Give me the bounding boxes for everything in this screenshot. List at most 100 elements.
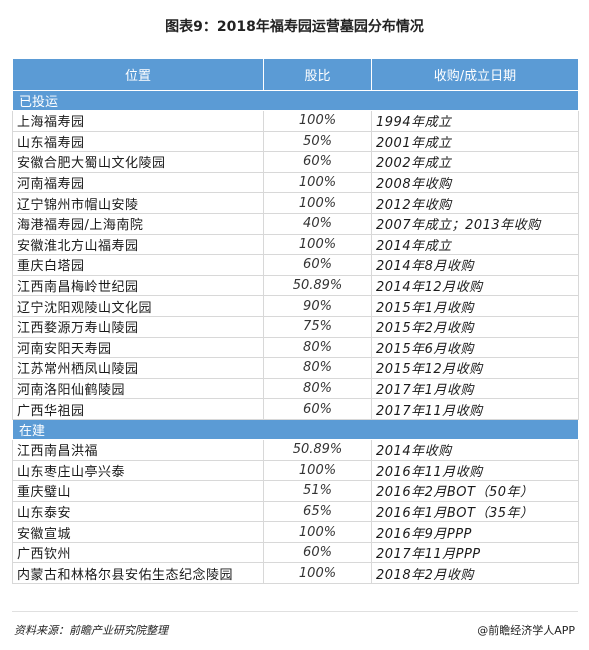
header-row: 位置 股比 收购/成立日期 <box>12 58 579 91</box>
header-date: 收购/成立日期 <box>371 58 579 91</box>
date-cell: 2016年1月BOT（35年） <box>371 501 579 523</box>
date-cell: 2015年12月收购 <box>371 357 579 379</box>
date-cell: 2015年1月收购 <box>371 295 579 317</box>
share-cell: 50% <box>263 131 372 153</box>
date-cell: 2014年8月收购 <box>371 254 579 276</box>
table-row: 辽宁锦州市帽山安陵 100% 2012年收购 <box>12 192 579 214</box>
date-cell: 2016年2月BOT（50年） <box>371 480 579 502</box>
location-cell: 内蒙古和林格尔县安佑生态纪念陵园 <box>12 562 264 585</box>
table-row: 江苏常州栖凤山陵园 80% 2015年12月收购 <box>12 357 579 379</box>
table-body: 已投运 上海福寿园 100% 1994年成立 山东福寿园 50% 2001年成立 安徽合肥大蜀… <box>12 90 579 585</box>
date-cell: 2015年6月收购 <box>371 337 579 359</box>
share-cell: 75% <box>263 316 372 338</box>
share-cell: 100% <box>263 110 372 132</box>
date-cell: 2017年11月收购 <box>371 398 579 420</box>
table-row: 江西婺源万寿山陵园 75% 2015年2月收购 <box>12 316 579 338</box>
location-cell: 江西南昌洪福 <box>12 439 264 461</box>
share-cell: 80% <box>263 378 372 400</box>
section-row: 在建 <box>12 418 579 440</box>
section-label: 在建 <box>12 418 579 440</box>
table-row: 广西华祖园 60% 2017年11月收购 <box>12 398 579 420</box>
share-cell: 50.89% <box>263 439 372 461</box>
share-cell: 100% <box>263 172 372 194</box>
location-cell: 山东泰安 <box>12 501 264 523</box>
table-row: 重庆璧山 51% 2016年2月BOT（50年） <box>12 480 579 502</box>
location-cell: 辽宁沈阳观陵山文化园 <box>12 295 264 317</box>
date-cell: 2016年11月收购 <box>371 460 579 482</box>
location-cell: 山东福寿园 <box>12 131 264 153</box>
brand-watermark: @前瞻经济学人APP <box>477 624 575 637</box>
table-row: 河南洛阳仙鹤陵园 80% 2017年1月收购 <box>12 378 579 400</box>
table-row: 广西钦州 60% 2017年11月PPP <box>12 542 579 564</box>
location-cell: 安徽淮北方山福寿园 <box>12 234 264 256</box>
chart-title: 图表9：2018年福寿园运营墓园分布情况 <box>165 19 424 35</box>
table-row: 内蒙古和林格尔县安佑生态纪念陵园 100% 2018年2月收购 <box>12 562 579 585</box>
header-location: 位置 <box>12 58 264 91</box>
table-row: 海港福寿园/上海南院 40% 2007年成立；2013年收购 <box>12 213 579 235</box>
location-cell: 山东枣庄山亭兴泰 <box>12 460 264 482</box>
location-cell: 江西婺源万寿山陵园 <box>12 316 264 338</box>
date-cell: 2012年收购 <box>371 192 579 214</box>
distribution-table-container: 位置 股比 收购/成立日期 已投运 上海福寿园 100% 1994年成立 山东福寿园 50… <box>12 58 579 585</box>
location-cell: 重庆璧山 <box>12 480 264 502</box>
location-cell: 海港福寿园/上海南院 <box>12 213 264 235</box>
date-cell: 2018年2月收购 <box>371 562 579 585</box>
location-cell: 河南福寿园 <box>12 172 264 194</box>
date-cell: 2015年2月收购 <box>371 316 579 338</box>
table-row: 江西南昌梅岭世纪园 50.89% 2014年12月收购 <box>12 275 579 297</box>
share-cell: 80% <box>263 357 372 379</box>
table-row: 河南安阳天寿园 80% 2015年6月收购 <box>12 337 579 359</box>
date-cell: 2007年成立；2013年收购 <box>371 213 579 235</box>
share-cell: 65% <box>263 501 372 523</box>
table-row: 江西南昌洪福 50.89% 2014年收购 <box>12 439 579 461</box>
date-cell: 2001年成立 <box>371 131 579 153</box>
date-cell: 2014年12月收购 <box>371 275 579 297</box>
share-cell: 60% <box>263 542 372 564</box>
date-cell: 2008年收购 <box>371 172 579 194</box>
share-cell: 100% <box>263 234 372 256</box>
header-share: 股比 <box>263 58 372 91</box>
location-cell: 江苏常州栖凤山陵园 <box>12 357 264 379</box>
location-cell: 河南安阳天寿园 <box>12 337 264 359</box>
date-cell: 2016年9月PPP <box>371 521 579 543</box>
location-cell: 辽宁锦州市帽山安陵 <box>12 192 264 214</box>
date-cell: 2014年成立 <box>371 234 579 256</box>
share-cell: 51% <box>263 480 372 502</box>
share-cell: 100% <box>263 192 372 214</box>
share-cell: 40% <box>263 213 372 235</box>
location-cell: 广西钦州 <box>12 542 264 564</box>
table-row: 上海福寿园 100% 1994年成立 <box>12 110 579 132</box>
share-cell: 80% <box>263 337 372 359</box>
table-row: 河南福寿园 100% 2008年收购 <box>12 172 579 194</box>
table-row: 山东枣庄山亭兴泰 100% 2016年11月收购 <box>12 460 579 482</box>
share-cell: 90% <box>263 295 372 317</box>
table-row: 安徽宣城 100% 2016年9月PPP <box>12 521 579 543</box>
share-cell: 100% <box>263 460 372 482</box>
share-cell: 60% <box>263 151 372 173</box>
date-cell: 2002年成立 <box>371 151 579 173</box>
table-row: 安徽淮北方山福寿园 100% 2014年成立 <box>12 234 579 256</box>
location-cell: 上海福寿园 <box>12 110 264 132</box>
table-header: 位置 股比 收购/成立日期 <box>12 58 579 91</box>
location-cell: 河南洛阳仙鹤陵园 <box>12 378 264 400</box>
location-cell: 江西南昌梅岭世纪园 <box>12 275 264 297</box>
date-cell: 2017年1月收购 <box>371 378 579 400</box>
table-row: 重庆白塔园 60% 2014年8月收购 <box>12 254 579 276</box>
footer-divider <box>12 611 578 612</box>
date-cell: 2014年收购 <box>371 439 579 461</box>
share-cell: 50.89% <box>263 275 372 297</box>
table-row: 安徽合肥大蜀山文化陵园 60% 2002年成立 <box>12 151 579 173</box>
share-cell: 100% <box>263 562 372 585</box>
date-cell: 1994年成立 <box>371 110 579 132</box>
table-row: 山东福寿园 50% 2001年成立 <box>12 131 579 153</box>
share-cell: 100% <box>263 521 372 543</box>
location-cell: 安徽宣城 <box>12 521 264 543</box>
location-cell: 安徽合肥大蜀山文化陵园 <box>12 151 264 173</box>
location-cell: 广西华祖园 <box>12 398 264 420</box>
table-row: 辽宁沈阳观陵山文化园 90% 2015年1月收购 <box>12 295 579 317</box>
table-row: 山东泰安 65% 2016年1月BOT（35年） <box>12 501 579 523</box>
distribution-table: 位置 股比 收购/成立日期 已投运 上海福寿园 100% 1994年成立 山东福寿园 50… <box>12 58 579 585</box>
location-cell: 重庆白塔园 <box>12 254 264 276</box>
date-cell: 2017年11月PPP <box>371 542 579 564</box>
source-note: 资料来源：前瞻产业研究院整理 <box>14 624 168 637</box>
